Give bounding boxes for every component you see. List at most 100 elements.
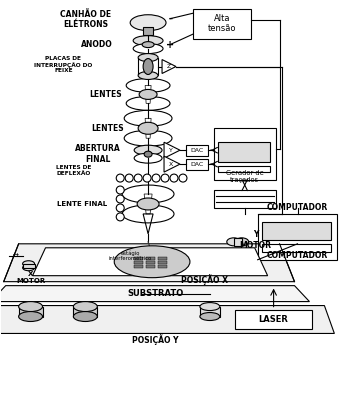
Circle shape — [116, 174, 124, 182]
Bar — [234, 238, 242, 246]
Bar — [214, 190, 276, 208]
Ellipse shape — [122, 185, 174, 203]
Bar — [218, 166, 270, 172]
Text: estágio
interferométrico: estágio interferométrico — [109, 250, 152, 261]
Circle shape — [116, 186, 124, 194]
Ellipse shape — [126, 78, 170, 93]
Circle shape — [179, 174, 187, 182]
Text: POSIÇÃO X: POSIÇÃO X — [181, 274, 228, 285]
Text: X: X — [169, 162, 173, 167]
Bar — [218, 142, 270, 162]
Bar — [186, 145, 208, 156]
Text: LENTES DE
DEFLEXÃO: LENTES DE DEFLEXÃO — [56, 165, 91, 175]
Ellipse shape — [114, 246, 190, 278]
Bar — [262, 222, 331, 240]
Ellipse shape — [200, 312, 220, 320]
Bar — [138, 58, 158, 76]
Circle shape — [170, 174, 178, 182]
Ellipse shape — [122, 205, 174, 223]
Bar — [158, 257, 167, 260]
Text: POSIÇÃO Y: POSIÇÃO Y — [132, 334, 178, 345]
Text: Z: Z — [167, 64, 171, 69]
Text: DAC: DAC — [190, 162, 204, 167]
Text: Gerador de
traçados: Gerador de traçados — [226, 169, 263, 182]
Circle shape — [143, 174, 151, 182]
Text: -: - — [168, 14, 172, 24]
Bar — [146, 265, 155, 268]
Bar — [186, 159, 208, 169]
Ellipse shape — [227, 238, 241, 246]
Bar — [262, 244, 331, 252]
Bar — [235, 310, 313, 329]
Text: CANHÃO DE
ELÉTRONS: CANHÃO DE ELÉTRONS — [60, 10, 111, 30]
Polygon shape — [4, 244, 294, 282]
Circle shape — [152, 174, 160, 182]
Ellipse shape — [133, 44, 163, 54]
Circle shape — [125, 174, 133, 182]
Bar — [214, 128, 276, 180]
Bar — [73, 307, 97, 316]
Ellipse shape — [144, 151, 152, 157]
Bar — [134, 257, 143, 260]
Ellipse shape — [142, 42, 154, 48]
Text: DAC: DAC — [190, 148, 204, 153]
Text: ABERTURA
FINAL: ABERTURA FINAL — [76, 145, 121, 164]
Ellipse shape — [134, 145, 162, 155]
Polygon shape — [145, 85, 151, 103]
Ellipse shape — [133, 35, 163, 46]
Text: +: + — [166, 40, 174, 50]
Ellipse shape — [138, 54, 158, 61]
Ellipse shape — [200, 303, 220, 310]
Text: PLACAS DE
INTERRUPÇÃO DO
FEIXE: PLACAS DE INTERRUPÇÃO DO FEIXE — [34, 56, 93, 73]
Ellipse shape — [139, 89, 157, 99]
Polygon shape — [0, 286, 309, 301]
Ellipse shape — [19, 312, 42, 322]
Bar — [158, 265, 167, 268]
Ellipse shape — [126, 97, 170, 110]
Polygon shape — [0, 306, 334, 333]
Bar — [19, 307, 42, 316]
Ellipse shape — [73, 301, 97, 312]
Circle shape — [134, 174, 142, 182]
Ellipse shape — [143, 59, 153, 74]
Polygon shape — [164, 142, 180, 158]
Ellipse shape — [235, 238, 249, 246]
Bar — [193, 9, 251, 39]
Ellipse shape — [23, 261, 34, 267]
Ellipse shape — [138, 71, 158, 80]
Circle shape — [116, 195, 124, 203]
Polygon shape — [144, 194, 152, 214]
Text: LENTES: LENTES — [91, 124, 124, 133]
Ellipse shape — [124, 130, 172, 146]
Ellipse shape — [19, 301, 42, 312]
Text: Y
MOTOR: Y MOTOR — [240, 230, 272, 249]
Text: ANODO: ANODO — [81, 40, 113, 49]
Bar — [146, 261, 155, 264]
Text: COMPUTADOR: COMPUTADOR — [267, 251, 328, 260]
Text: LENTES: LENTES — [89, 90, 121, 99]
Polygon shape — [164, 156, 180, 172]
Circle shape — [116, 213, 124, 221]
Ellipse shape — [137, 198, 159, 210]
Polygon shape — [145, 118, 151, 138]
Bar — [134, 265, 143, 268]
Ellipse shape — [130, 15, 166, 31]
Bar — [258, 214, 337, 260]
Text: LASER: LASER — [259, 315, 288, 324]
Bar — [143, 27, 153, 35]
Circle shape — [161, 174, 169, 182]
Bar — [146, 257, 155, 260]
Ellipse shape — [23, 265, 34, 271]
Circle shape — [116, 204, 124, 212]
Polygon shape — [162, 59, 176, 74]
Ellipse shape — [124, 110, 172, 126]
Bar — [23, 264, 34, 268]
Text: COMPUTADOR: COMPUTADOR — [267, 203, 328, 212]
Text: ↔: ↔ — [13, 253, 18, 259]
Text: Alta
tensão: Alta tensão — [207, 14, 236, 33]
Text: SUBSTRATO: SUBSTRATO — [127, 289, 183, 298]
Ellipse shape — [138, 122, 158, 134]
Bar — [158, 261, 167, 264]
Ellipse shape — [73, 312, 97, 322]
Bar — [200, 307, 220, 316]
